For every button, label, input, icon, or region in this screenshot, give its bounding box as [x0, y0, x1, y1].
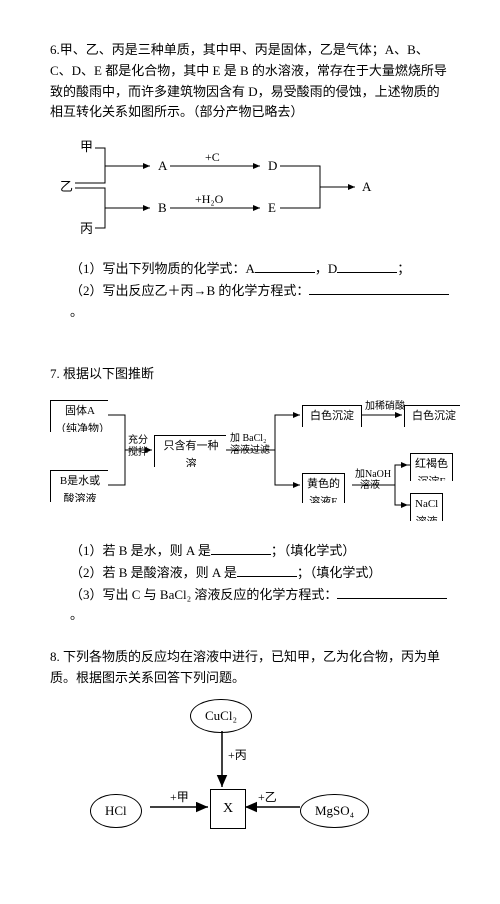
q6-sub2: （2）写出反应乙＋丙→B 的化学方程式： 。	[70, 280, 450, 323]
q7-blank3[interactable]	[337, 584, 447, 599]
q6-sub1-mid: ，D	[315, 261, 337, 276]
q6-jia: 甲	[80, 139, 93, 154]
q6-sub1-end: ；	[397, 261, 410, 276]
q7-sub1-pre: （1）若 B 是水，则 A 是	[70, 543, 211, 558]
q8-diagram: CuCl₂ HCl X MgSO₄ +丙 +甲 +乙	[90, 699, 390, 849]
q7-sub3: （3）写出 C 与 BaCl₂ 溶液反应的化学方程式： 。	[70, 584, 450, 627]
q6-diagram: 甲 乙 丙 A B +C D +H₂O E A	[50, 133, 450, 243]
q7-box-D1: 白色沉淀D	[302, 405, 362, 427]
q6-A2: A	[362, 179, 372, 194]
q6-sub2-end: 。	[70, 304, 83, 319]
q7-sub3-pre: （3）写出 C 与 BaCl₂ 溶液反应的化学方程式：	[70, 587, 337, 602]
q7-box-B: B是水或酸溶液	[50, 470, 108, 502]
q6-E: E	[268, 200, 276, 215]
q6-sub1: （1）写出下列物质的化学式：A ，D ；	[70, 258, 450, 280]
q7-blank2[interactable]	[237, 562, 297, 577]
q8-edge-yi: +乙	[258, 790, 277, 804]
q6-sub1-pre: （1）写出下列物质的化学式：A	[70, 261, 255, 276]
q6-yi: 乙	[60, 179, 73, 194]
q7-box-F: 红褐色沉淀F	[410, 453, 453, 481]
q7-edge-naoh1: 加NaOH	[355, 468, 391, 480]
q8-edge-bing: +丙	[228, 748, 247, 762]
q7-box-A: 固体A（纯净物）	[50, 400, 108, 432]
q7-sub1-end: ；（填化学式）	[271, 543, 356, 558]
q7-box-D2: 白色沉淀D	[404, 405, 460, 427]
q7-prompt: 7. 根据以下图推断	[50, 364, 450, 385]
q7-sub2-pre: （2）若 B 是酸溶液，则 A 是	[70, 565, 237, 580]
q7-edge-mix1: 充分	[128, 433, 148, 446]
q7-sub2: （2）若 B 是酸溶液，则 A 是 ；（填化学式）	[70, 562, 450, 584]
q8-edge-jia: +甲	[170, 790, 189, 804]
q8-prompt: 8. 下列各物质的反应均在溶液中进行，已知甲，乙为化合物，丙为单质。根据图示关系…	[50, 647, 450, 689]
q6-B: B	[158, 200, 167, 215]
q7-box-mid: 只含有一种溶质的溶液C	[154, 435, 226, 467]
q7-box-nacl: NaCl溶液	[410, 493, 443, 521]
q6-blank-D[interactable]	[337, 258, 397, 273]
q7-sub2-end: ；（填化学式）	[297, 565, 382, 580]
q6-bing: 丙	[80, 221, 93, 236]
q7-sub1: （1）若 B 是水，则 A 是 ；（填化学式）	[70, 540, 450, 562]
q6-plusH2O: +H₂O	[195, 192, 224, 206]
q7-box-E: 黄色的溶液E	[302, 473, 345, 503]
q6-sub2-pre: （2）写出反应乙＋丙→B 的化学方程式：	[70, 283, 309, 298]
q7-edge-bacl2a: 加 BaCl₂	[230, 432, 267, 444]
q6-A: A	[158, 158, 168, 173]
q7-edge-mix2: 搅拌	[128, 445, 148, 458]
q6-D: D	[268, 158, 277, 173]
q7-sub3-end: 。	[70, 607, 83, 622]
q7-diagram: 固体A（纯净物） B是水或酸溶液 充分 搅拌 只含有一种溶质的溶液C 加 BaC…	[50, 395, 450, 525]
q6-blank-A[interactable]	[255, 258, 315, 273]
q7-blank1[interactable]	[211, 540, 271, 555]
q7-edge-xishu: 加稀硝酸	[365, 399, 405, 412]
q6-prompt: 6.甲、乙、丙是三种单质，其中甲、丙是固体，乙是气体；A、B、C、D、E 都是化…	[50, 40, 450, 123]
q6-plusC: +C	[205, 150, 220, 164]
q6-blank-eq[interactable]	[309, 280, 449, 295]
